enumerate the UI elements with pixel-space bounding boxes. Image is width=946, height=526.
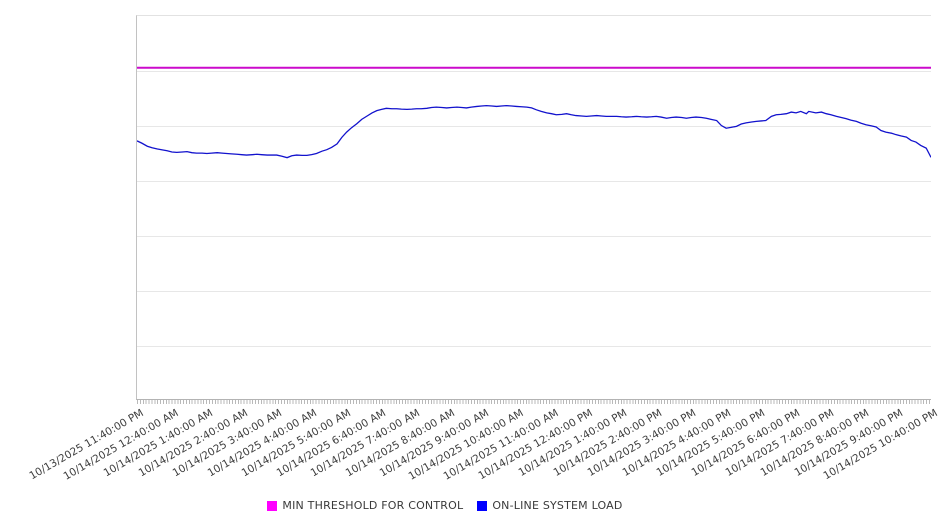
legend-swatch-icon <box>267 500 278 511</box>
legend-label: ON-LINE SYSTEM LOAD <box>492 499 623 512</box>
plot-area <box>136 15 931 400</box>
legend-item: ON-LINE SYSTEM LOAD <box>477 499 622 512</box>
legend-label: MIN THRESHOLD FOR CONTROL <box>282 499 464 512</box>
x-axis-minor-ticks <box>137 400 931 404</box>
load-line <box>137 104 931 159</box>
h-gridline <box>137 236 931 237</box>
h-gridline <box>137 71 931 72</box>
h-gridline <box>137 291 931 292</box>
legend-swatch-icon <box>477 500 488 511</box>
h-gridline <box>137 181 931 182</box>
legend-item: MIN THRESHOLD FOR CONTROL <box>267 499 463 512</box>
legend: MIN THRESHOLD FOR CONTROL ON-LINE SYSTEM … <box>0 499 946 512</box>
series-plot <box>137 66 931 159</box>
h-gridline <box>137 126 931 127</box>
h-gridline <box>137 346 931 347</box>
